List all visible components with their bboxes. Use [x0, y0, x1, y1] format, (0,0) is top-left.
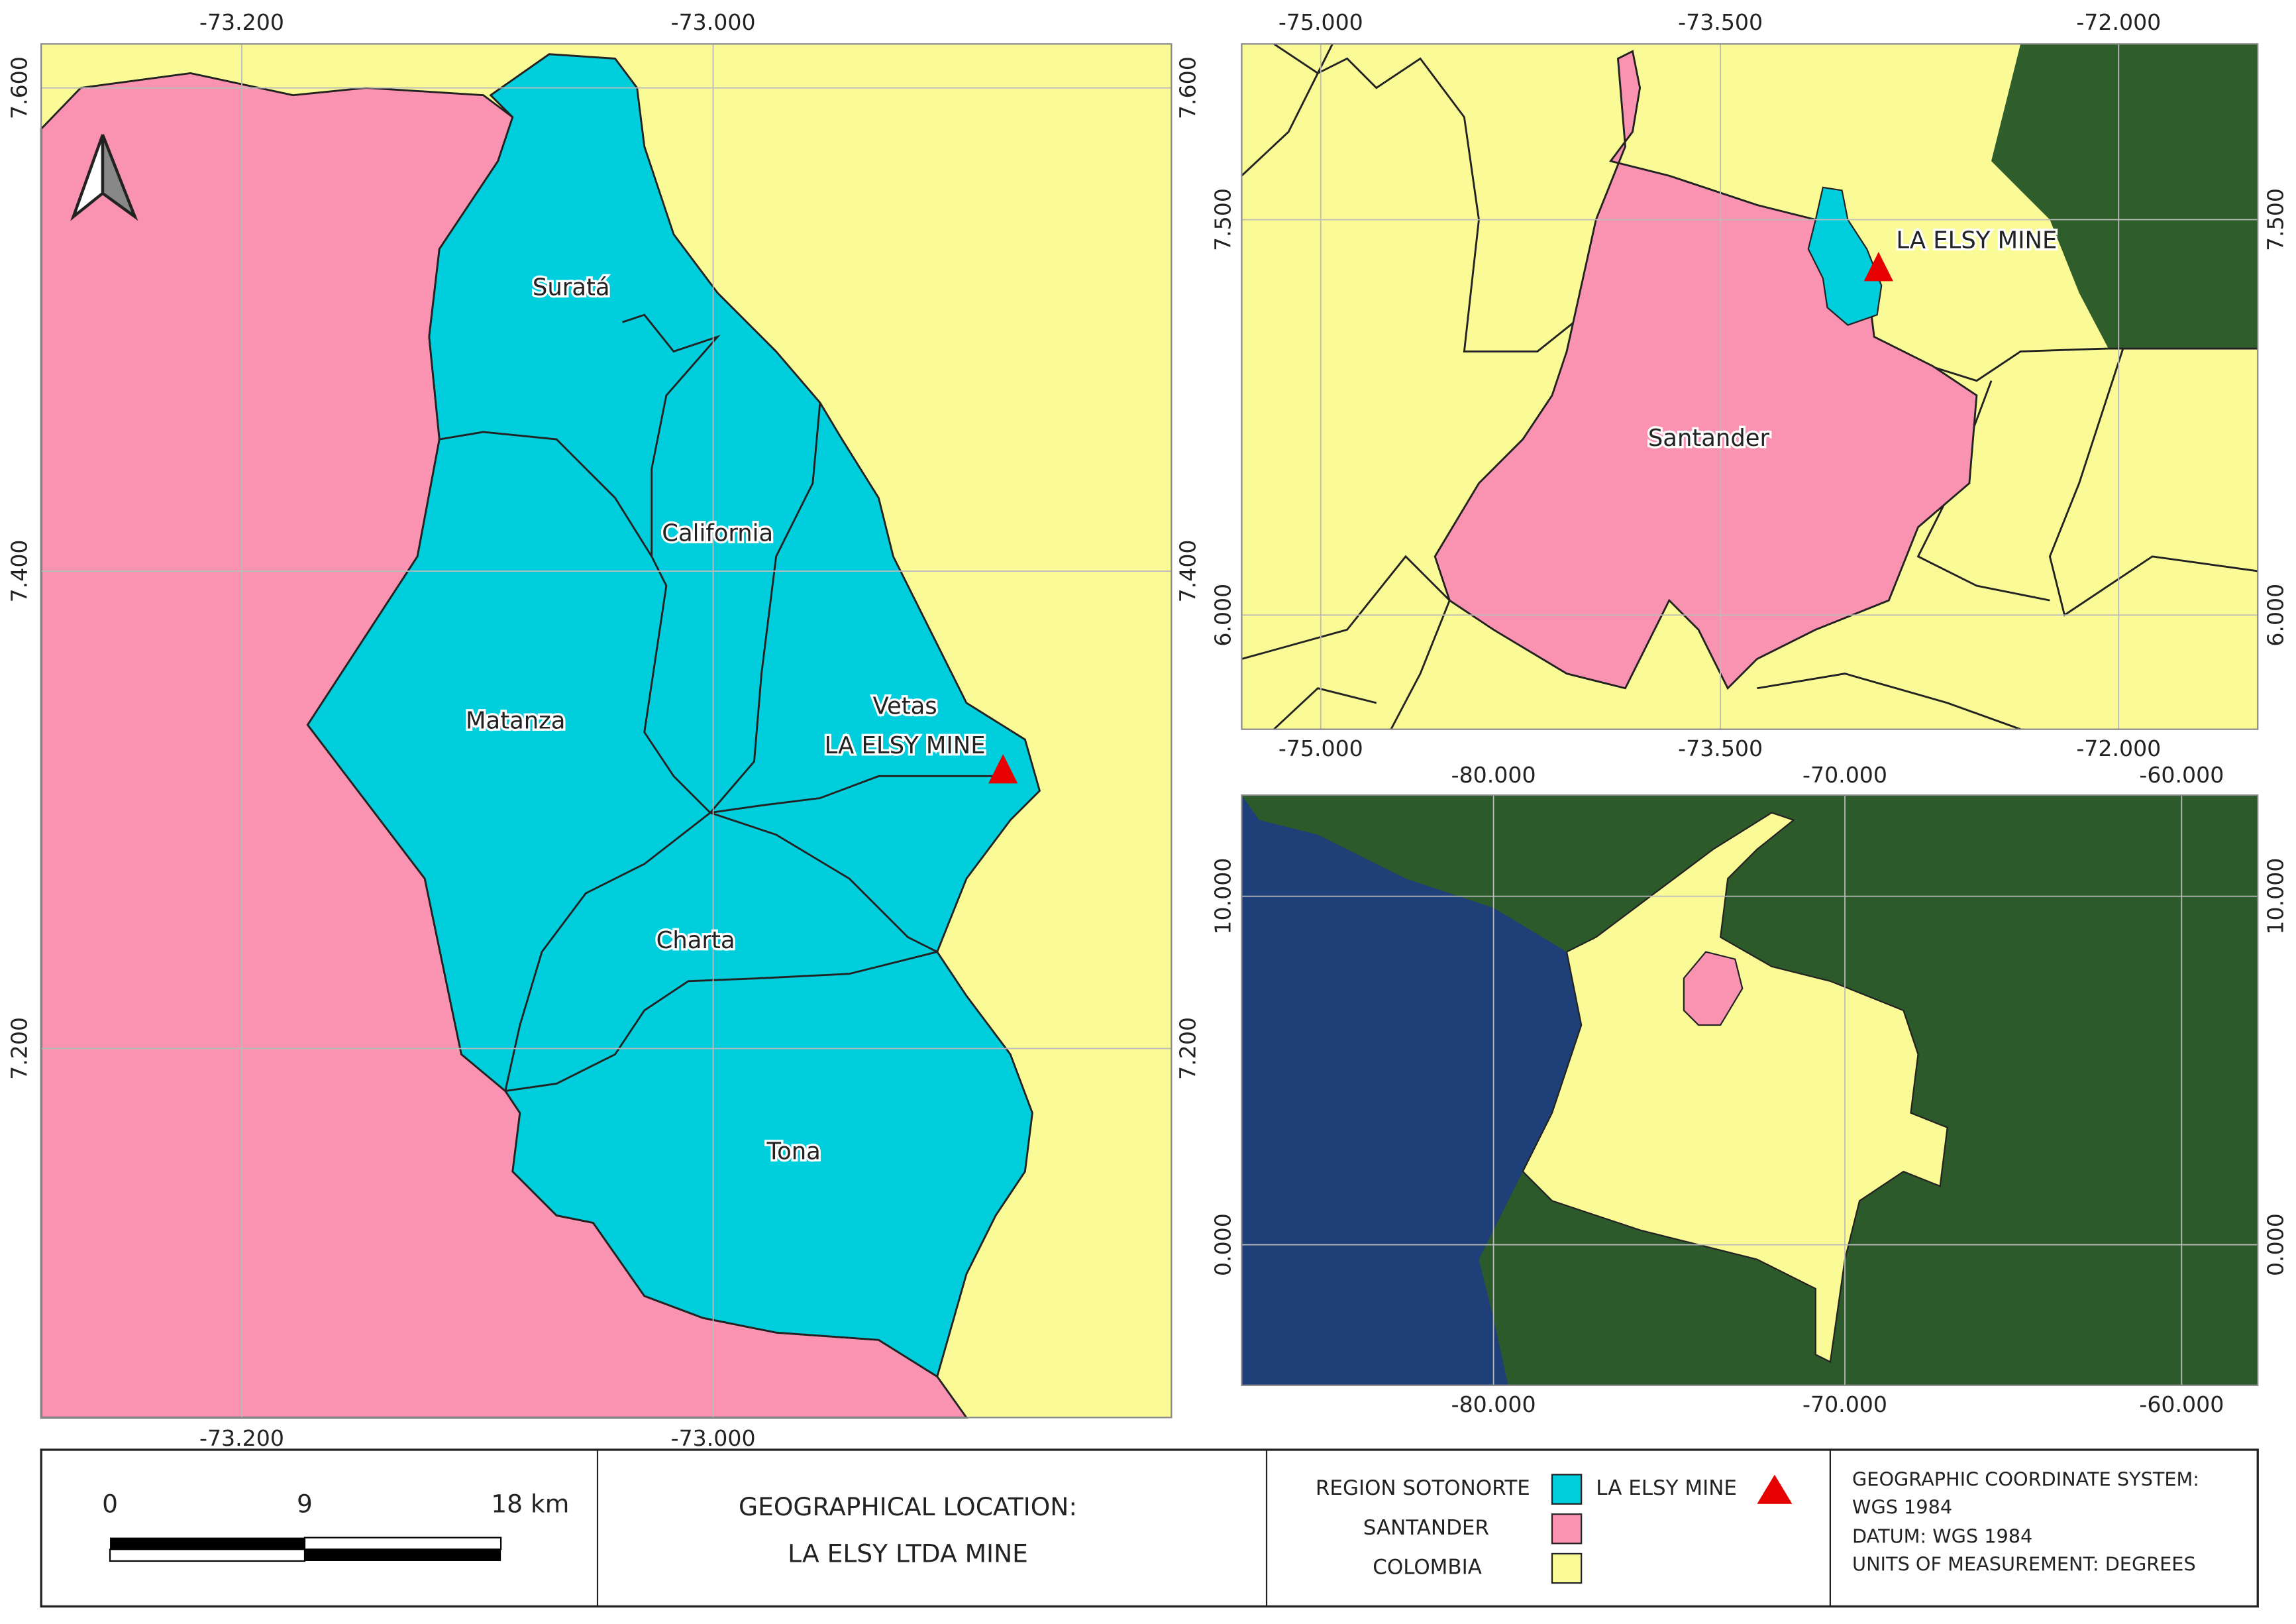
legend-label: COLOMBIA	[1373, 1556, 1482, 1580]
title: LA ELSY LTDA MINE	[788, 1539, 1028, 1568]
y-tick-label: 7.500	[1210, 188, 1235, 251]
y-tick-label: 7.600	[7, 56, 32, 119]
santander	[1434, 50, 1978, 690]
x-tick-label: -60.000	[2139, 1391, 2224, 1417]
sotonorte	[1807, 186, 1883, 326]
x-tick-label: -72.000	[2076, 9, 2161, 35]
frame	[1241, 794, 2259, 1386]
y-tick-label: 7.400	[7, 540, 32, 603]
y-tick-label: 6.000	[1210, 584, 1235, 647]
x-tick-label: -60.000	[2139, 762, 2224, 788]
y-tick-label: 10.000	[2262, 858, 2288, 935]
x-tick-label: -73.200	[199, 1425, 284, 1451]
info-line: UNITS OF MEASUREMENT: DEGREES	[1852, 1553, 2196, 1576]
legend-label: REGION SOTONORTE	[1316, 1476, 1530, 1500]
country-map	[1241, 794, 2259, 1386]
municipality-label: Charta	[656, 927, 735, 954]
info-panel	[40, 1448, 2259, 1608]
frame	[40, 43, 1173, 1419]
grid	[41, 44, 1172, 1418]
mine-marker	[1863, 252, 1893, 282]
x-tick-label: -73.000	[671, 9, 756, 35]
municipality-label: California	[662, 520, 773, 547]
title: GEOGRAPHICAL LOCATION:	[739, 1492, 1077, 1521]
legend-swatch	[1551, 1474, 1583, 1505]
satellite-area	[1991, 44, 2258, 349]
municipality-label: Matanza	[466, 708, 565, 735]
y-tick-label: 0.000	[2262, 1213, 2288, 1276]
y-tick-label: 0.000	[1210, 1213, 1235, 1276]
main-map	[40, 43, 1173, 1419]
santander	[1683, 951, 1744, 1026]
department-label: Santander	[1648, 425, 1770, 452]
x-tick-label: -73.200	[199, 9, 284, 35]
north-arrow	[70, 134, 138, 221]
x-tick-label: -72.000	[2076, 735, 2161, 761]
municipality-label: Tona	[766, 1138, 820, 1165]
department-boundaries	[1241, 43, 2258, 730]
municipality-label: Vetas	[873, 692, 937, 720]
legend-swatch	[1551, 1552, 1583, 1584]
x-tick-label: -73.500	[1678, 9, 1763, 35]
y-tick-label: 10.000	[1210, 858, 1235, 935]
municipality-label: Suratá	[533, 274, 610, 301]
mine-label: LA ELSY MINE	[825, 732, 986, 759]
mine-label: LA ELSY MINE	[1896, 227, 2057, 254]
y-tick-label: 7.200	[1174, 1017, 1200, 1080]
y-tick-label: 7.200	[7, 1017, 32, 1080]
x-tick-label: -70.000	[1802, 762, 1887, 788]
legend-label: SANTANDER	[1363, 1516, 1489, 1540]
municipal-boundaries	[439, 313, 996, 1092]
info-line: GEOGRAPHIC COORDINATE SYSTEM:	[1852, 1468, 2199, 1490]
x-tick-label: -70.000	[1802, 1391, 1887, 1417]
info-line: WGS 1984	[1852, 1495, 1952, 1518]
x-tick-label: -75.000	[1278, 735, 1363, 761]
legend-label: LA ELSY MINE	[1596, 1476, 1737, 1500]
x-tick-label: -80.000	[1451, 762, 1536, 788]
legend-marker	[1757, 1474, 1793, 1504]
x-tick-label: -75.000	[1278, 9, 1363, 35]
scale-bar	[109, 1537, 502, 1562]
info-line: DATUM: WGS 1984	[1852, 1525, 2032, 1548]
scale-label: 9	[297, 1489, 313, 1518]
scale-label: 0	[102, 1489, 118, 1518]
x-tick-label: -73.500	[1678, 735, 1763, 761]
x-tick-label: -73.000	[671, 1425, 756, 1451]
department-map	[1241, 43, 2259, 730]
y-tick-label: 7.600	[1174, 56, 1200, 119]
sotonorte-region	[306, 53, 1041, 1378]
legend-swatch	[1551, 1513, 1583, 1544]
y-tick-label: 7.400	[1174, 540, 1200, 603]
frame	[1241, 43, 2259, 730]
colombia	[1522, 812, 1948, 1364]
y-tick-label: 7.500	[2262, 188, 2288, 251]
y-tick-label: 6.000	[2262, 584, 2288, 647]
scale-label: 18 km	[491, 1489, 569, 1518]
x-tick-label: -80.000	[1451, 1391, 1536, 1417]
mine-marker	[988, 754, 1018, 784]
